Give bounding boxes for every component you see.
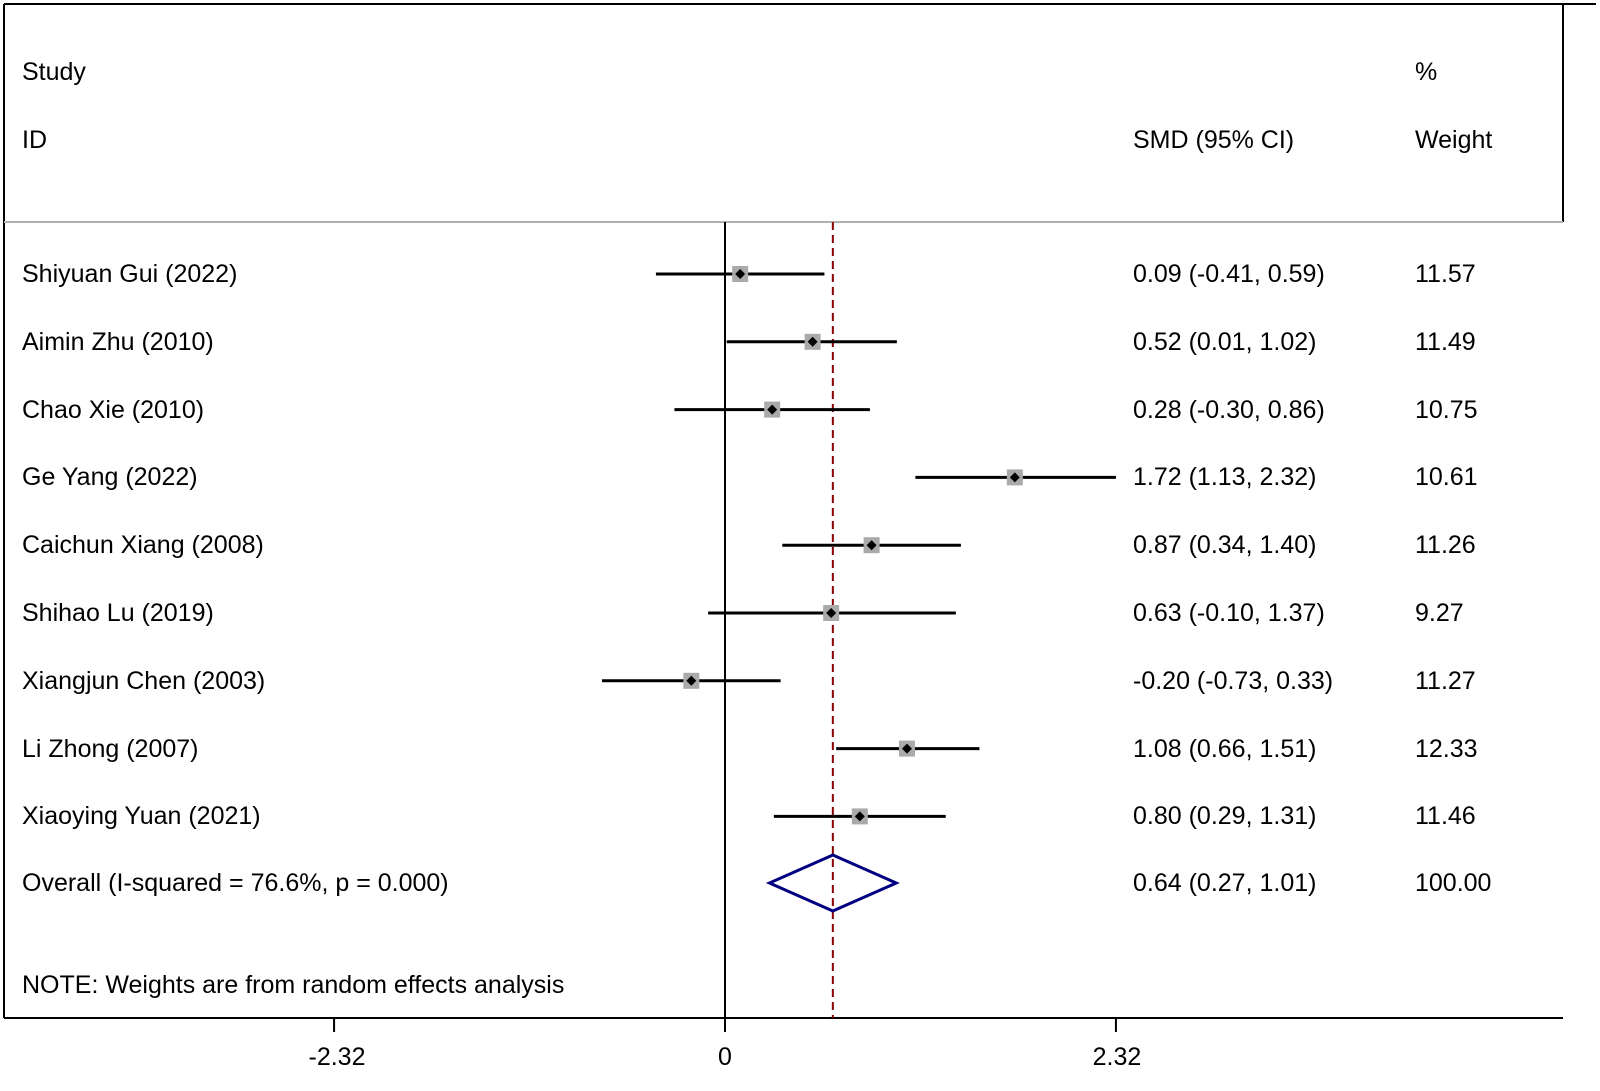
study-weight: 11.26 xyxy=(1415,531,1476,560)
study-weight: 11.27 xyxy=(1415,666,1476,695)
study-point-estimate xyxy=(807,336,818,347)
study-weight: 10.61 xyxy=(1415,463,1478,492)
study-ci-text: 1.72 (1.13, 2.32) xyxy=(1133,463,1317,492)
study-ci-text: -0.20 (-0.73, 0.33) xyxy=(1133,666,1334,695)
x-tick-label: -2.32 xyxy=(308,1043,366,1071)
study-point-estimate xyxy=(686,675,697,686)
x-tick-label: 2.32 xyxy=(1092,1043,1142,1071)
x-tick-label: 0 xyxy=(718,1043,732,1071)
study-name: Xiaoying Yuan (2021) xyxy=(22,802,261,831)
header-weight: Weight xyxy=(1415,126,1493,154)
header-estimate: SMD (95% CI) xyxy=(1133,126,1295,154)
study-point-estimate xyxy=(735,269,746,279)
study-name: Ge Yang (2022) xyxy=(22,463,198,492)
study-point-estimate xyxy=(826,608,837,618)
study-point-estimate xyxy=(854,811,865,822)
study-weight: 9.27 xyxy=(1415,599,1464,627)
study-name: Xiangjun Chen (2003) xyxy=(22,666,266,695)
study-ci-text: 0.87 (0.34, 1.40) xyxy=(1133,531,1317,560)
study-name: Aimin Zhu (2010) xyxy=(22,327,214,356)
study-name: Shihao Lu (2019) xyxy=(22,599,214,627)
overall-ci-text: 0.64 (0.27, 1.01) xyxy=(1133,869,1317,897)
header-study: Study xyxy=(22,58,86,86)
study-ci-text: 0.80 (0.29, 1.31) xyxy=(1133,802,1317,831)
study-weight: 11.57 xyxy=(1415,260,1476,288)
study-ci-text: 0.52 (0.01, 1.02) xyxy=(1133,327,1317,356)
study-weight: 12.33 xyxy=(1415,734,1478,763)
study-ci-text: 0.63 (-0.10, 1.37) xyxy=(1133,599,1325,627)
overall-diamond xyxy=(765,853,900,913)
study-ci-text: 1.08 (0.66, 1.51) xyxy=(1133,734,1317,763)
study-point-estimate xyxy=(1009,472,1020,483)
study-name: Li Zhong (2007) xyxy=(22,734,199,763)
study-weight: 10.75 xyxy=(1415,395,1478,424)
study-point-estimate xyxy=(767,404,778,415)
overall-name: Overall (I-squared = 76.6%, p = 0.000) xyxy=(22,869,449,897)
header-id: ID xyxy=(22,126,47,154)
study-ci-text: 0.28 (-0.30, 0.86) xyxy=(1133,395,1325,424)
overall-weight: 100.00 xyxy=(1415,869,1492,897)
study-name: Chao Xie (2010) xyxy=(22,395,205,424)
study-name: Caichun Xiang (2008) xyxy=(22,531,264,560)
study-weight: 11.46 xyxy=(1415,802,1476,831)
note-text: NOTE: Weights are from random effects an… xyxy=(22,971,565,999)
plot-marks xyxy=(601,222,1116,1018)
study-name: Shiyuan Gui (2022) xyxy=(22,260,238,288)
plot-frame xyxy=(3,3,1596,1032)
study-point-estimate xyxy=(866,540,877,551)
study-weight: 11.49 xyxy=(1415,327,1476,356)
header-percent: % xyxy=(1415,58,1438,86)
study-ci-text: 0.09 (-0.41, 0.59) xyxy=(1133,260,1325,288)
study-point-estimate xyxy=(901,743,912,754)
